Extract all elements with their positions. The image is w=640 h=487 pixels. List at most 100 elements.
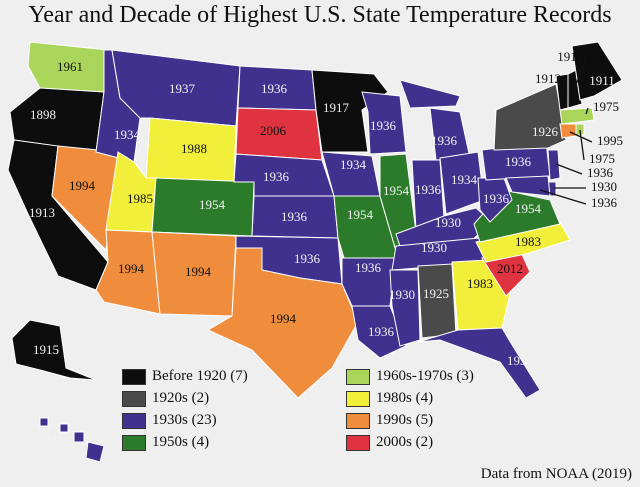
label-ms: 1930 (389, 287, 415, 302)
label-wy: 1988 (181, 141, 207, 156)
label-hi: 1931 (37, 431, 63, 446)
legend-label: 1950s (4) (152, 434, 210, 450)
legend-label: Before 1920 (7) (152, 368, 248, 384)
legend-label: 1990s (5) (376, 412, 434, 428)
legend-swatch (122, 412, 146, 429)
label-ok: 1936 (294, 251, 321, 266)
state-mi (399, 79, 471, 161)
label-wi: 1936 (370, 118, 397, 133)
source-note: Data from NOAA (2019) (480, 466, 632, 482)
label-nj: 1936 (587, 165, 614, 180)
state-me (571, 41, 623, 101)
label-nc: 1983 (515, 234, 541, 249)
label-vt: 1912 (535, 71, 561, 86)
state-tx (206, 247, 359, 399)
state-md (505, 175, 551, 197)
label-co: 1954 (199, 197, 226, 212)
label-ct: 1995 (597, 133, 623, 148)
label-ga: 1983 (467, 276, 493, 291)
leader-vt (561, 79, 565, 97)
label-md: 1936 (591, 195, 618, 210)
legend-item-d1950: 1950s (4) (122, 434, 209, 451)
label-mt: 1937 (169, 81, 196, 96)
label-fl: 1931 (507, 353, 533, 368)
label-ny: 1926 (532, 124, 559, 139)
legend-swatch (346, 368, 370, 385)
label-mn: 1917 (323, 100, 350, 115)
legend-swatch (346, 390, 370, 407)
leader-md (539, 189, 587, 205)
leader-ri (579, 129, 585, 161)
state-ma (559, 107, 595, 125)
legend-label: 1930s (23) (152, 412, 217, 428)
label-ma: 1975 (593, 99, 619, 114)
legend-item-d1990: 1990s (5) (346, 412, 433, 429)
label-nh: 1911 (557, 49, 583, 64)
legend-item-d1980: 1980s (4) (346, 390, 433, 407)
leader-lines (539, 57, 593, 205)
label-tx: 1994 (270, 311, 297, 326)
legend-swatch (122, 368, 146, 385)
state-al (417, 263, 457, 339)
label-nm: 1994 (185, 264, 212, 279)
label-tn: 1930 (421, 240, 447, 255)
legend-swatch (122, 390, 146, 407)
label-de: 1930 (591, 179, 617, 194)
legend-item-d1920: 1920s (2) (122, 390, 209, 407)
legend-label: 1980s (4) (376, 390, 434, 406)
label-nd: 1936 (261, 81, 288, 96)
state-la (351, 305, 407, 359)
leader-nj (555, 163, 583, 175)
label-ky: 1930 (435, 215, 461, 230)
state-wi (361, 91, 407, 155)
label-ca: 1913 (29, 205, 55, 220)
label-me: 1911 (589, 73, 615, 88)
state-ms (389, 269, 421, 347)
state-ny (493, 83, 567, 151)
legend-swatch (346, 412, 370, 429)
label-ak: 1915 (33, 342, 59, 357)
label-al: 1925 (423, 286, 449, 301)
state-ct (559, 123, 577, 139)
label-in: 1936 (415, 182, 442, 197)
legend-item-pre1920: Before 1920 (7) (122, 368, 248, 385)
label-sc: 2012 (497, 261, 523, 276)
leader-nh (573, 57, 587, 91)
label-id: 1934 (114, 127, 141, 142)
label-pa: 1936 (505, 154, 532, 169)
legend-item-d1960_70: 1960s-1970s (3) (346, 368, 474, 385)
state-hi (39, 417, 105, 463)
label-oh: 1934 (451, 172, 478, 187)
legend-swatch (346, 434, 370, 451)
label-la: 1936 (368, 324, 395, 339)
legend: Before 1920 (7) 1920s (2) 1930s (23) 1950s … (122, 368, 522, 458)
state-mn (311, 69, 389, 153)
label-ia: 1934 (340, 157, 367, 172)
label-ut: 1985 (127, 191, 153, 206)
state-labels: 1961 1898 1913 1994 1934 1937 1988 1985 1994 1954… (29, 49, 623, 446)
label-az: 1994 (118, 261, 145, 276)
label-va: 1954 (515, 201, 542, 216)
label-ar: 1936 (355, 260, 382, 275)
leader-ma (585, 107, 589, 115)
legend-swatch (122, 434, 146, 451)
map-title: Year and Decade of Highest U.S. State Te… (28, 2, 612, 28)
legend-item-d2000: 2000s (2) (346, 434, 433, 451)
label-mo: 1954 (347, 207, 374, 222)
label-il: 1954 (383, 183, 410, 198)
label-ne: 1936 (263, 169, 290, 184)
state-ak (11, 319, 97, 381)
state-shapes (7, 41, 623, 463)
label-ri: 1975 (589, 151, 615, 166)
label-nv: 1994 (69, 178, 96, 193)
legend-label: 1920s (2) (152, 390, 210, 406)
label-or: 1898 (30, 107, 56, 122)
label-wv: 1936 (483, 191, 510, 206)
label-wa: 1961 (57, 59, 83, 74)
label-sd: 2006 (260, 123, 287, 138)
legend-item-d1930: 1930s (23) (122, 412, 217, 429)
state-fl (417, 327, 541, 399)
legend-label: 1960s-1970s (3) (376, 368, 474, 384)
legend-label: 2000s (2) (376, 434, 434, 450)
